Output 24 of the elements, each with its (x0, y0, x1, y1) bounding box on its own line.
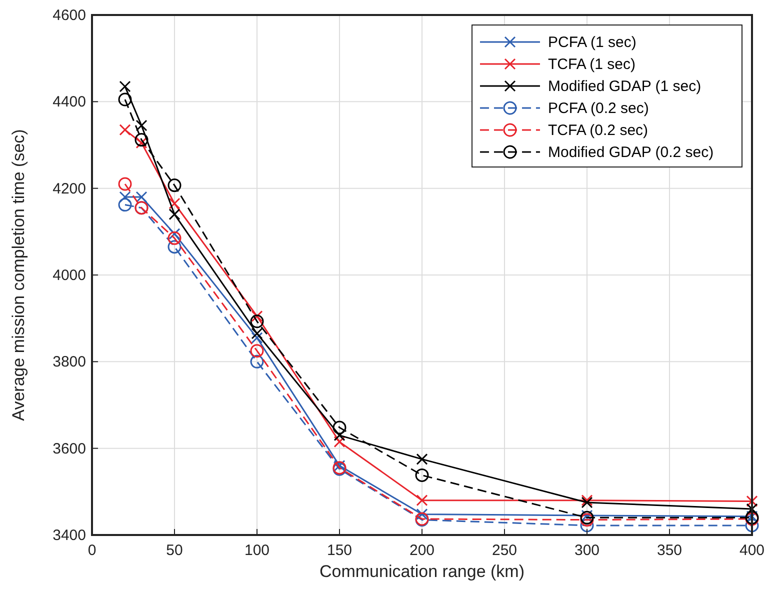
x-tick-label: 250 (492, 542, 518, 559)
y-tick-label: 4000 (52, 267, 86, 284)
legend-label: TCFA (1 sec) (548, 56, 636, 73)
x-tick-label: 100 (244, 542, 270, 559)
y-axis-title: Average mission completion time (sec) (9, 129, 28, 421)
y-tick-label: 4200 (52, 180, 86, 198)
legend-label: Modified GDAP (0.2 sec) (548, 144, 714, 161)
x-tick-label: 200 (409, 542, 435, 559)
x-tick-label: 400 (739, 542, 765, 559)
x-tick-label: 50 (166, 542, 183, 559)
legend-label: PCFA (0.2 sec) (548, 100, 649, 117)
y-tick-label: 3600 (52, 440, 86, 458)
x-tick-label: 150 (326, 542, 352, 559)
x-tick-label: 300 (574, 542, 600, 559)
y-tick-label: 3800 (52, 354, 86, 371)
x-tick-label: 350 (656, 542, 682, 559)
x-axis-title: Communication range (km) (319, 562, 525, 581)
legend-label: Modified GDAP (1 sec) (548, 78, 702, 95)
y-tick-label: 4400 (52, 94, 86, 111)
y-tick-label: 4600 (52, 7, 86, 24)
y-tick-label: 3400 (52, 527, 86, 544)
legend-label: TCFA (0.2 sec) (548, 122, 648, 139)
x-tick-label: 0 (88, 542, 96, 559)
legend-label: PCFA (1 sec) (548, 34, 636, 51)
